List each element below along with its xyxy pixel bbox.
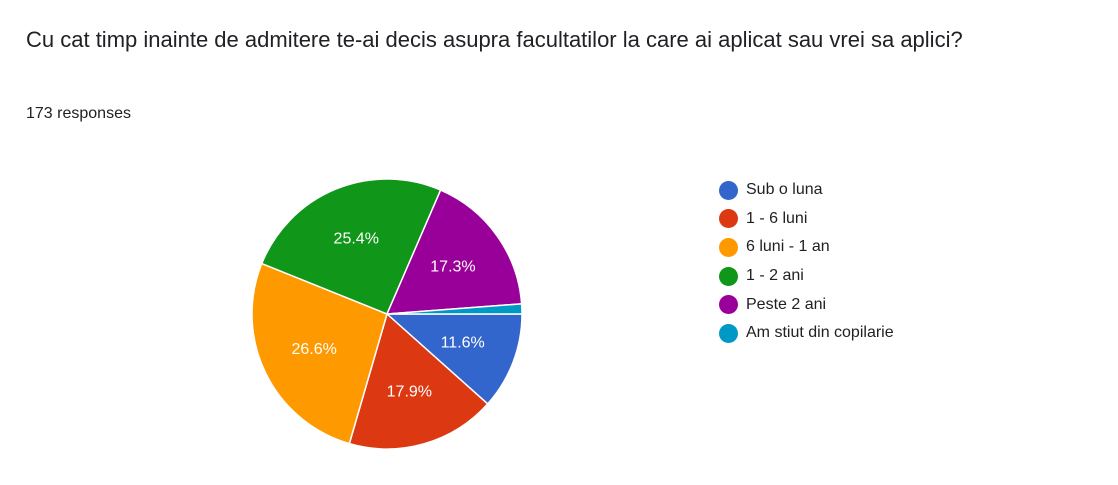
pie-slice [348,312,489,450]
legend-item: Peste 2 ani [719,290,894,319]
legend-item: 1 - 6 luni [719,205,894,234]
legend-swatch [719,295,738,315]
pie-slice [386,303,523,315]
legend-item: 6 luni - 1 an [719,233,894,262]
question-title: Cu cat timp inainte de admitere te-ai de… [26,27,963,52]
pie-slice [385,313,523,405]
chart-legend: Sub o luna 1 - 6 luni 6 luni - 1 an 1 - 2 a… [719,176,894,348]
pie-slice [251,262,388,445]
legend-swatch [719,209,738,229]
slice-data-label: 11.6% [441,334,485,351]
legend-item: Sub o luna [719,176,894,205]
slice-data-label: 25.4% [334,231,379,248]
legend-label: Peste 2 ani [746,295,827,313]
legend-item: Am stiut din copilarie [719,319,894,348]
legend-label: Am stiut din copilarie [746,324,894,342]
legend-swatch [719,323,738,343]
legend-label: Sub o luna [746,181,823,199]
legend-label: 1 - 2 ani [746,267,804,285]
slice-data-label: 17.9% [387,383,432,400]
slice-data-label: 17.3% [430,259,475,276]
pie-slice [385,189,523,315]
legend-label: 1 - 6 luni [746,209,808,227]
slice-data-label: 26.6% [291,341,336,358]
response-count: 173 responses [26,105,131,122]
legend-label: 6 luni - 1 an [746,238,830,256]
legend-swatch [719,237,738,257]
legend-swatch [719,266,738,286]
legend-item: 1 - 2 ani [719,262,894,291]
pie-slice [260,178,442,315]
legend-swatch [719,180,738,200]
